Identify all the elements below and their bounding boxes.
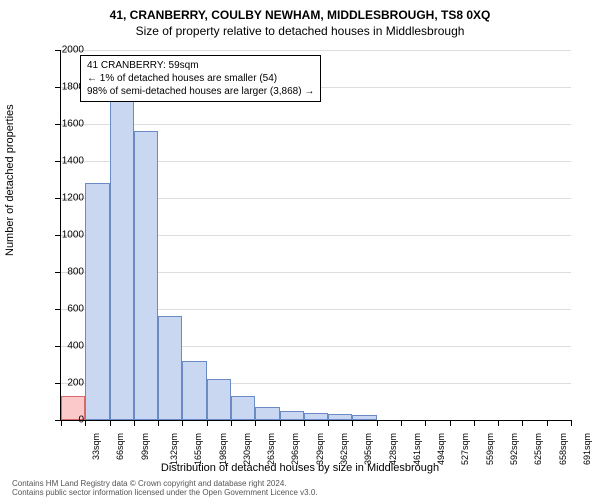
x-tick: [280, 420, 281, 426]
chart-title-sub: Size of property relative to detached ho…: [0, 22, 600, 38]
x-tick: [182, 420, 183, 426]
x-tick-label: 165sqm: [193, 433, 203, 465]
x-tick: [401, 420, 402, 426]
histogram-bar: [207, 379, 231, 420]
x-tick: [474, 420, 475, 426]
x-tick-label: 559sqm: [485, 433, 495, 465]
x-tick: [231, 420, 232, 426]
x-tick: [304, 420, 305, 426]
x-tick-label: 33sqm: [91, 433, 101, 460]
histogram-bar: [255, 407, 279, 420]
x-tick: [547, 420, 548, 426]
x-tick: [255, 420, 256, 426]
x-tick: [498, 420, 499, 426]
x-tick: [352, 420, 353, 426]
histogram-bar: [352, 415, 376, 420]
x-tick-label: 395sqm: [363, 433, 373, 465]
chart-footer: Contains HM Land Registry data © Crown c…: [12, 479, 318, 498]
x-tick: [377, 420, 378, 426]
histogram-bar: [182, 361, 206, 420]
grid-line: [61, 50, 571, 51]
y-tick-label: 200: [44, 378, 84, 389]
info-line-2: ← 1% of detached houses are smaller (54): [87, 72, 314, 85]
chart-plot-area: [60, 50, 571, 421]
info-line-3: 98% of semi-detached houses are larger (…: [87, 85, 314, 98]
x-tick: [328, 420, 329, 426]
x-tick-label: 230sqm: [242, 433, 252, 465]
y-tick-label: 1800: [44, 82, 84, 93]
x-tick: [425, 420, 426, 426]
x-tick-label: 66sqm: [115, 433, 125, 460]
grid-line: [61, 124, 571, 125]
x-tick: [207, 420, 208, 426]
x-tick-label: 362sqm: [339, 433, 349, 465]
histogram-bar: [85, 183, 109, 420]
histogram-bar: [304, 413, 328, 420]
chart-title-main: 41, CRANBERRY, COULBY NEWHAM, MIDDLESBRO…: [0, 0, 600, 22]
y-axis-title: Number of detached properties: [4, 216, 16, 256]
x-tick: [450, 420, 451, 426]
y-tick-label: 1000: [44, 230, 84, 241]
y-tick-label: 2000: [44, 45, 84, 56]
x-tick-label: 494sqm: [436, 433, 446, 465]
x-tick-label: 198sqm: [218, 433, 228, 465]
histogram-bar: [280, 411, 304, 420]
footer-line-2: Contains public sector information licen…: [12, 488, 318, 498]
x-tick-label: 263sqm: [266, 433, 276, 465]
y-tick-label: 1400: [44, 156, 84, 167]
x-tick: [134, 420, 135, 426]
x-tick: [85, 420, 86, 426]
x-tick-label: 296sqm: [290, 433, 300, 465]
y-tick-label: 400: [44, 341, 84, 352]
x-tick-label: 625sqm: [533, 433, 543, 465]
x-tick-label: 99sqm: [140, 433, 150, 460]
x-tick: [522, 420, 523, 426]
histogram-bar: [110, 87, 134, 420]
histogram-bar: [158, 316, 182, 420]
x-tick: [110, 420, 111, 426]
y-tick-label: 1600: [44, 119, 84, 130]
histogram-bar: [231, 396, 255, 420]
x-tick: [158, 420, 159, 426]
x-tick-label: 527sqm: [460, 433, 470, 465]
chart-info-box: 41 CRANBERRY: 59sqm ← 1% of detached hou…: [80, 55, 321, 102]
y-tick-label: 800: [44, 267, 84, 278]
x-tick-label: 691sqm: [582, 433, 592, 465]
x-tick-label: 329sqm: [315, 433, 325, 465]
x-tick-label: 428sqm: [388, 433, 398, 465]
y-tick-label: 600: [44, 304, 84, 315]
y-tick-label: 1200: [44, 193, 84, 204]
x-tick: [571, 420, 572, 426]
x-tick-label: 658sqm: [558, 433, 568, 465]
y-tick-label: 0: [44, 415, 84, 426]
footer-line-1: Contains HM Land Registry data © Crown c…: [12, 479, 318, 489]
x-tick-label: 132sqm: [169, 433, 179, 465]
histogram-bar: [134, 131, 158, 420]
x-tick-label: 592sqm: [509, 433, 519, 465]
x-tick-label: 461sqm: [412, 433, 422, 465]
histogram-bar: [328, 414, 352, 420]
info-line-1: 41 CRANBERRY: 59sqm: [87, 59, 314, 72]
